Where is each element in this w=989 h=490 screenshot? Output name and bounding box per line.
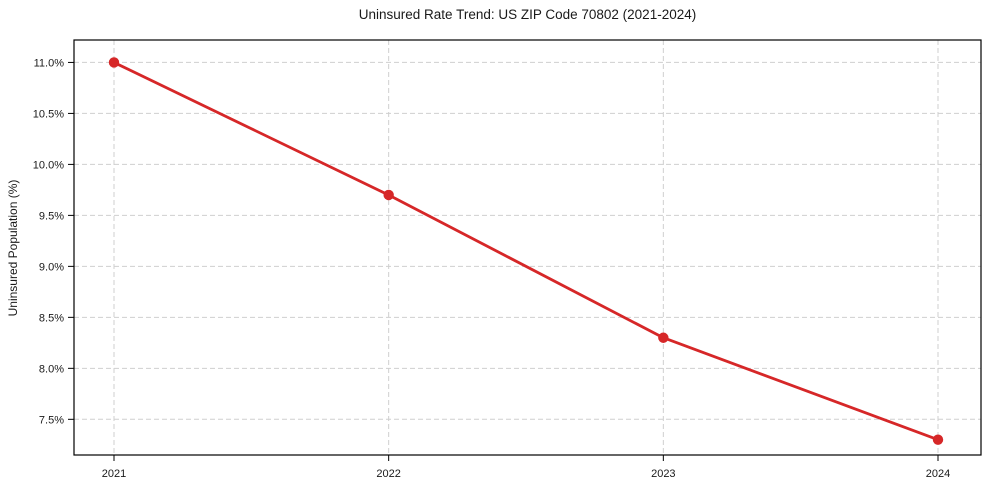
y-tick-label: 8.5% (39, 312, 64, 324)
x-tick-label: 2024 (926, 468, 950, 480)
y-tick-label: 8.0% (39, 363, 64, 375)
data-point-marker (108, 57, 120, 68)
x-tick-label: 2021 (102, 468, 126, 480)
x-tick-label: 2023 (651, 468, 675, 480)
data-point-marker (932, 434, 944, 445)
y-tick-label: 9.5% (39, 210, 64, 222)
y-tick-label: 9.0% (39, 261, 64, 273)
trend-line (112, 61, 940, 442)
data-point-marker (383, 189, 394, 201)
plot-frame (73, 39, 982, 456)
y-tick-label: 10.0% (33, 159, 64, 171)
y-tick-label: 11.0% (34, 57, 65, 69)
y-tick-label: 7.5% (39, 414, 64, 426)
chart-title: Uninsured Rate Trend: US ZIP Code 70802 … (358, 7, 697, 22)
data-point-marker (658, 332, 669, 343)
y-tick-label: 10.5% (33, 108, 64, 120)
x-tick-label: 2022 (376, 468, 400, 480)
